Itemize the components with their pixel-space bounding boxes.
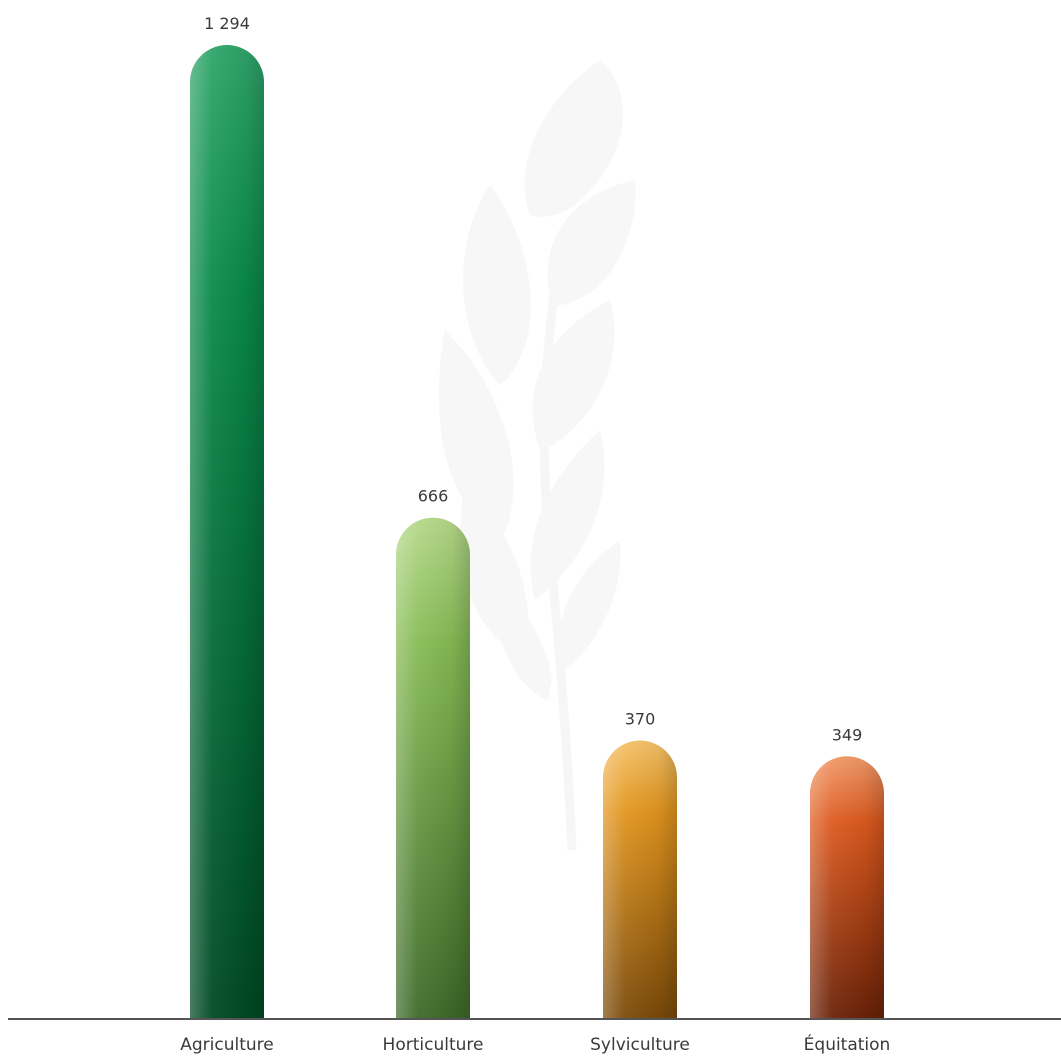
category-label: Équitation [804,1033,891,1055]
value-label: 1 294 [204,14,250,33]
category-labels: Agriculture Horticulture Sylviculture Équit… [180,1033,890,1055]
value-label: 666 [418,487,449,506]
category-label: Horticulture [383,1035,484,1055]
bar-horticulture [396,517,471,1019]
bar-highlight [190,45,264,1019]
bar-equitation [810,756,884,1019]
value-labels: 1 294 666 370 349 [204,14,862,744]
bar-sylviculture [603,740,677,1019]
category-label: Agriculture [180,1035,274,1055]
bar-highlight [810,756,884,1019]
value-label: 349 [832,725,863,744]
bar-series [190,45,884,1019]
bar-agriculture [190,45,264,1019]
wheat-icon [438,60,636,851]
bar-highlight [396,517,471,1019]
value-label: 370 [625,709,656,728]
category-label: Sylviculture [590,1035,690,1055]
bar-highlight [603,740,677,1019]
